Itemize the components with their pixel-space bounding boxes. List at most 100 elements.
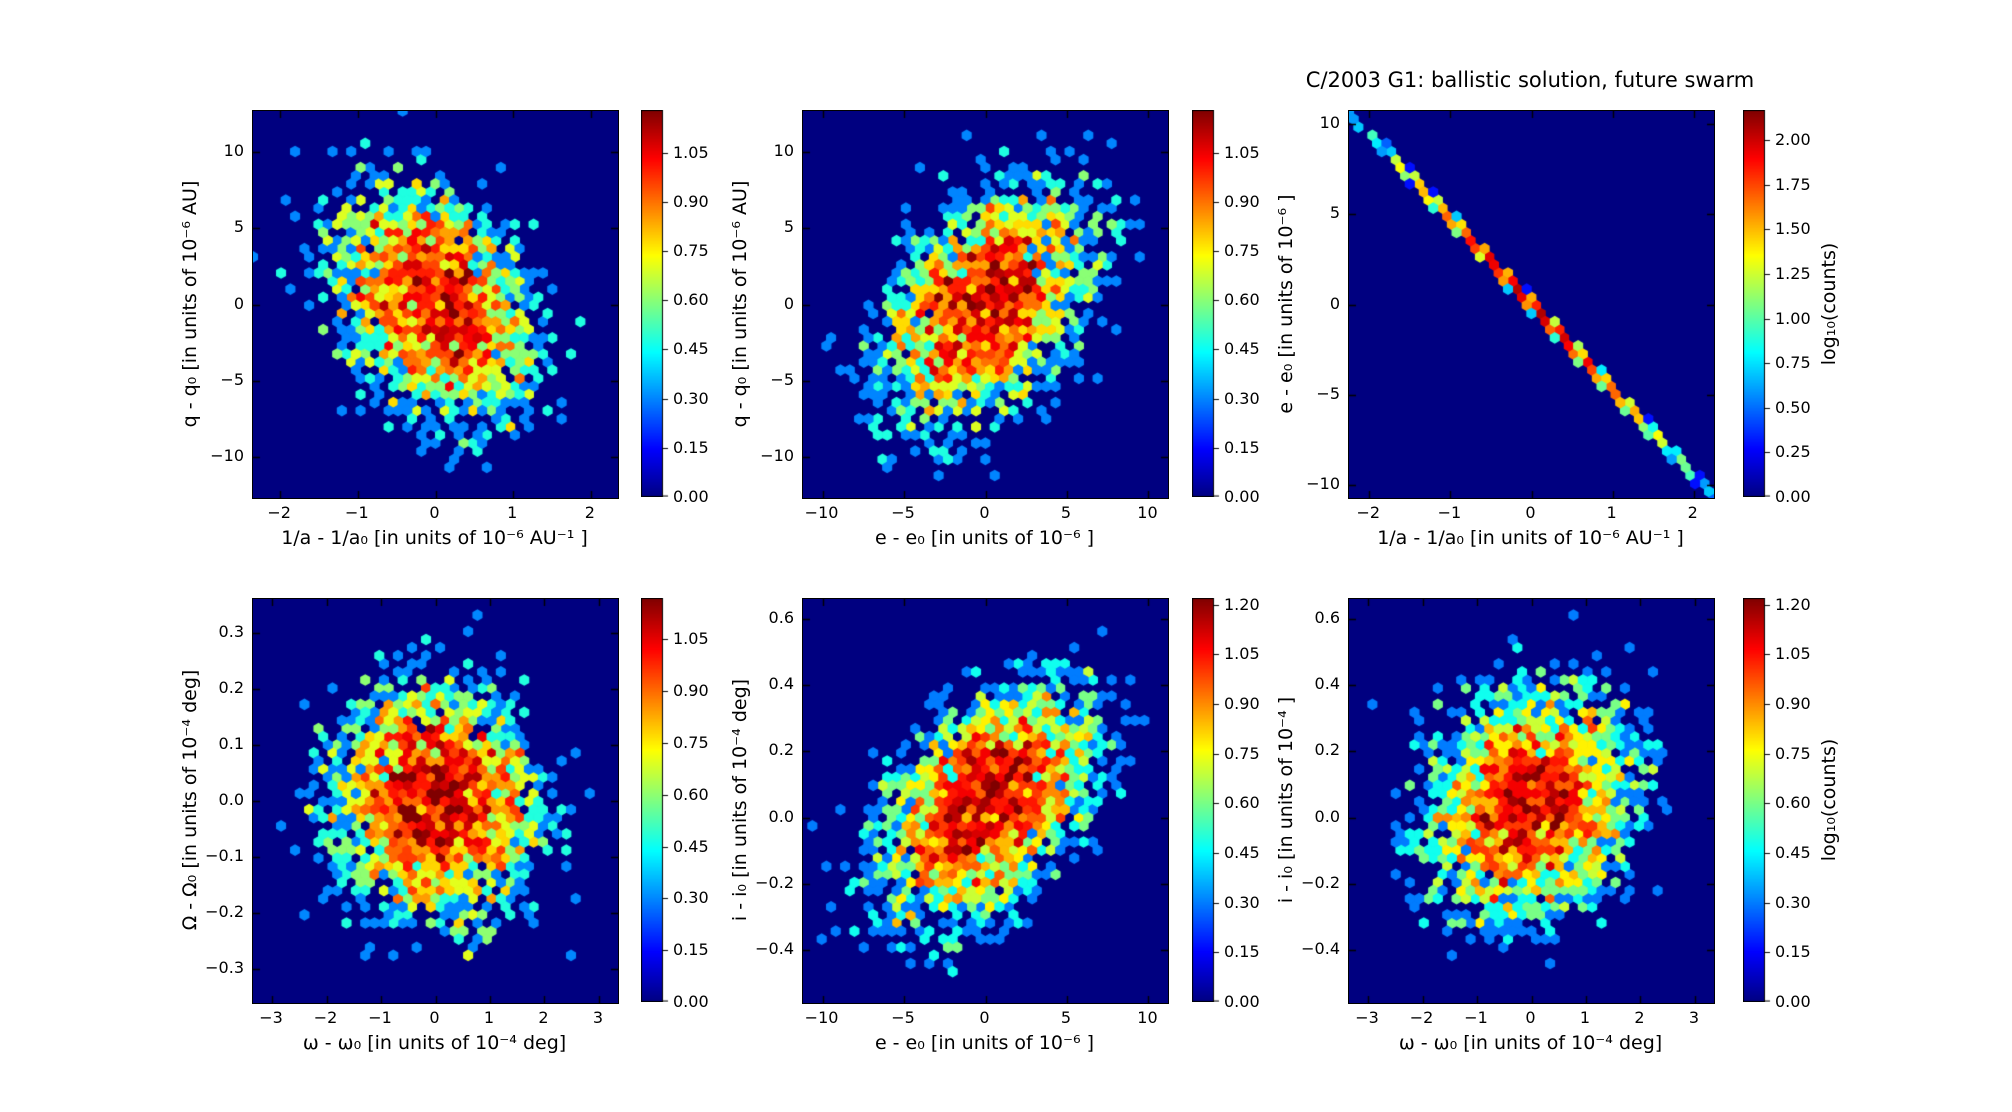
colorbar-tick-label: 0.75 (1224, 241, 1260, 261)
x-tick-label: 1 (483, 1008, 495, 1027)
y-tick-label: −0.2 (755, 872, 794, 892)
colorbar-gradient (1743, 110, 1771, 497)
y-axis-label: i - i₀ [in units of 10⁻⁴ deg] (729, 678, 751, 922)
plot-bigomega-vs-omega: ω - ω₀ [in units of 10⁻⁴ deg] Ω - Ω₀ [in… (179, 598, 619, 1054)
y-tick-label: 0.4 (768, 674, 794, 694)
colorbar-tick-label: 0.60 (673, 784, 709, 804)
x-axis-label: 1/a - 1/a₀ [in units of 10⁻⁶ AU⁻¹ ] (1377, 527, 1684, 549)
x-tick-label: −5 (891, 503, 915, 522)
hexbin-canvas (802, 598, 1169, 1004)
colorbar-label: log₁₀(counts) (1818, 242, 1840, 365)
x-tick-label: 10 (1137, 1008, 1158, 1027)
colorbar-tick-label: 0.30 (1224, 892, 1260, 912)
y-tick-label: 0.1 (218, 733, 244, 753)
colorbar-tick-label: 0.15 (1224, 942, 1260, 962)
y-tick-label: 5 (783, 217, 794, 237)
x-tick-label: −2 (1409, 1008, 1434, 1027)
y-tick-label: 0.0 (768, 806, 794, 826)
x-tick-label: 3 (592, 1008, 604, 1027)
y-tick-label: 0.6 (1314, 607, 1340, 627)
x-tick-label: 1 (1606, 503, 1617, 522)
x-tick-label: −3 (259, 1008, 283, 1027)
hexbin-canvas (252, 598, 619, 1004)
colorbar-tick-label: 1.25 (1775, 264, 1811, 284)
y-axis-label: e - e₀ [in units of 10⁻⁶ ] (1275, 193, 1297, 414)
colorbar-tick-label: 0.90 (1775, 693, 1811, 713)
y-tick-label: −0.1 (205, 846, 244, 866)
colorbar-tick-label: 1.05 (1224, 142, 1260, 162)
hexbin-canvas (1348, 110, 1715, 499)
plot-q-vs-e: e - e₀ [in units of 10⁻⁶ ] q - q₀ [in un… (729, 110, 1169, 549)
y-tick-label: 10 (1319, 112, 1340, 132)
y-axis-label: q - q₀ [in units of 10⁻⁶ AU] (179, 180, 201, 427)
x-tick-label: −2 (313, 1008, 338, 1027)
colorbar-tick-label: 1.05 (673, 629, 709, 649)
colorbar-tick-label: 0.75 (673, 733, 709, 753)
colorbar-tick-label: 0.00 (1224, 992, 1260, 1011)
x-axis-label: 1/a - 1/a₀ [in units of 10⁻⁶ AU⁻¹ ] (281, 527, 588, 549)
colorbar-tick-label: 0.15 (673, 437, 709, 457)
colorbar-tick-label: 1.05 (1775, 644, 1811, 664)
colorbar-tick-label: 1.20 (1224, 594, 1260, 614)
colorbar-tick-label: 0.00 (1775, 992, 1811, 1011)
y-tick-label: 0.2 (1314, 740, 1340, 760)
colorbar: 0.00 0.15 0.30 0.45 0.60 0.75 0.90 1.05 (1192, 110, 1302, 505)
colorbar: log₁₀(counts) 0.00 0.15 0.30 0.45 0.60 0.75 0.… (1743, 596, 1883, 1010)
colorbar-tick-label: 0.30 (673, 888, 709, 908)
colorbar-tick-label: 0.45 (673, 339, 709, 359)
x-tick-label: 0 (1525, 1008, 1536, 1027)
y-tick-label: −0.2 (205, 902, 244, 922)
y-tick-label: 0.3 (218, 621, 244, 641)
y-tick-label: −0.2 (1301, 872, 1340, 892)
y-tick-label: −5 (220, 369, 244, 389)
x-tick-label: 0 (429, 1008, 440, 1027)
colorbar-tick-label: 0.45 (673, 836, 709, 856)
colorbar-tick-label: 0.00 (1775, 487, 1811, 506)
colorbar-tick-label: 0.30 (673, 388, 709, 408)
x-tick-label: −5 (891, 1008, 915, 1027)
x-tick-label: 2 (1687, 503, 1698, 522)
colorbar-tick-label: 0.15 (1224, 437, 1260, 457)
y-tick-label: 0 (783, 293, 794, 313)
x-axis-label: e - e₀ [in units of 10⁻⁶ ] (874, 527, 1095, 549)
x-tick-label: −2 (267, 503, 291, 522)
y-tick-label: 0.0 (1314, 806, 1340, 826)
figure-title: C/2003 G1: ballistic solution, future sw… (1305, 68, 1755, 92)
x-tick-label: −1 (1437, 503, 1462, 522)
x-tick-label: 10 (1137, 503, 1158, 522)
colorbar-tick-label: 1.00 (1775, 308, 1811, 328)
colorbar-tick-label: 0.60 (1224, 290, 1260, 310)
x-axis-label: ω - ω₀ [in units of 10⁻⁴ deg] (302, 1032, 567, 1054)
colorbar-tick-label: 0.75 (1775, 743, 1811, 763)
colorbar-gradient (641, 110, 669, 497)
colorbar-tick-label: 2.00 (1775, 130, 1811, 150)
x-tick-label: 2 (1634, 1008, 1645, 1027)
y-tick-label: −0.3 (205, 958, 244, 978)
colorbar-tick-label: 0.90 (673, 681, 709, 701)
y-tick-label: 0.2 (218, 677, 244, 697)
x-tick-label: 0 (979, 503, 990, 522)
colorbar-tick-label: 0.15 (1775, 942, 1811, 962)
colorbar: 0.00 0.15 0.30 0.45 0.60 0.75 0.90 1.05 1.20 (1192, 594, 1302, 1010)
plot-e-vs-inverse-a: 1/a - 1/a₀ [in units of 10⁻⁶ AU⁻¹ ] e - … (1275, 110, 1715, 549)
y-tick-label: −5 (770, 369, 794, 389)
colorbar-tick-label: 0.90 (673, 191, 709, 211)
y-axis-label: i - i₀ [in units of 10⁻⁴ ] (1275, 696, 1297, 904)
colorbar-tick-label: 0.25 (1775, 442, 1811, 462)
colorbar-tick-label: 0.50 (1775, 397, 1811, 417)
colorbar-tick-label: 0.75 (673, 241, 709, 261)
y-tick-label: 0.0 (218, 790, 244, 809)
x-tick-label: 0 (429, 503, 440, 522)
colorbar-tick-label: 0.45 (1775, 842, 1811, 862)
x-tick-label: 0 (1525, 503, 1536, 522)
y-axis-label: Ω - Ω₀ [in units of 10⁻⁴ deg] (179, 669, 201, 931)
y-tick-label: 0.6 (768, 607, 794, 627)
colorbar-tick-label: 0.75 (1224, 743, 1260, 763)
x-tick-label: 2 (584, 503, 595, 522)
y-tick-label: −0.4 (755, 939, 794, 959)
x-tick-label: −10 (804, 503, 839, 522)
colorbar-gradient (1192, 110, 1220, 497)
colorbar-tick-label: 0.60 (1224, 793, 1260, 813)
colorbar-gradient (641, 598, 669, 1002)
